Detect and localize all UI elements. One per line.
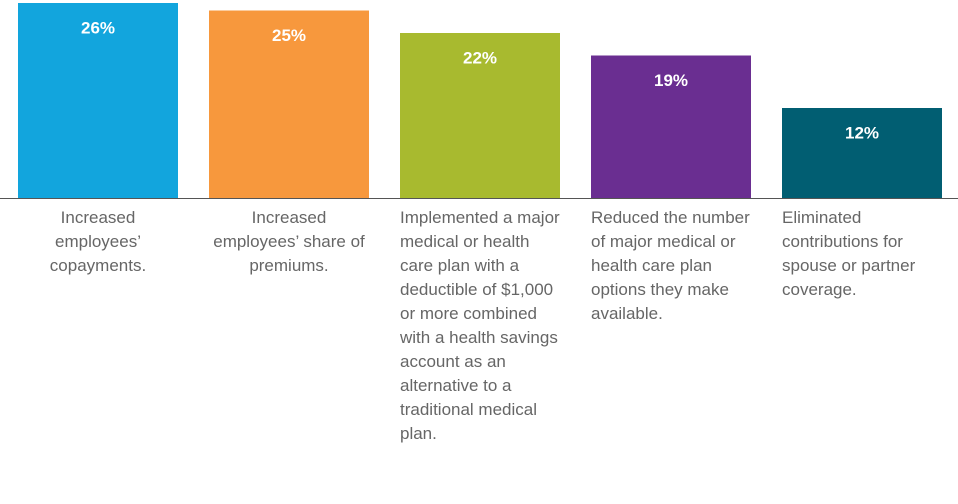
category-label: Eliminated contributions for spouse or p…	[782, 208, 916, 299]
category-label: Reduced the number of major medical or h…	[591, 208, 750, 323]
bar	[591, 55, 751, 198]
category-label: Increased employees’ copayments.	[49, 208, 147, 275]
bar	[209, 10, 369, 198]
data-label: 12%	[845, 123, 879, 142]
bar	[400, 33, 560, 198]
bar	[18, 3, 178, 198]
data-label: 25%	[272, 26, 306, 45]
data-label: 19%	[654, 71, 688, 90]
category-label: Increased employees’ share of premiums.	[213, 208, 365, 275]
data-label: 26%	[81, 18, 115, 37]
category-label: Implemented a major medical or health ca…	[400, 208, 560, 443]
data-label: 22%	[463, 48, 497, 67]
bar	[782, 108, 942, 198]
